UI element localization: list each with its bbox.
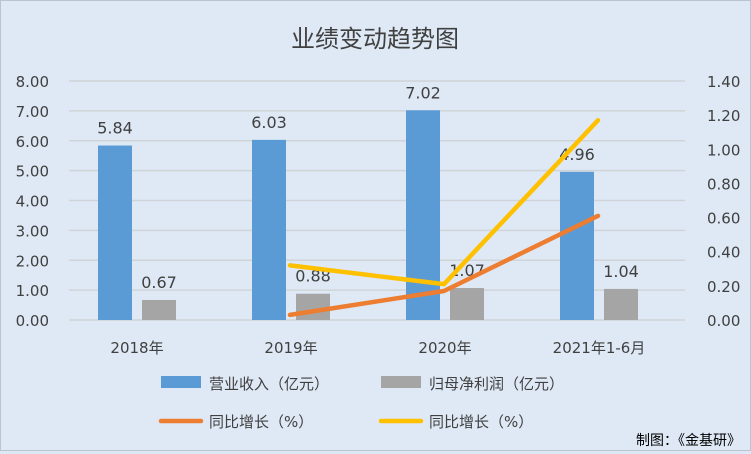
data-label: 6.03 — [251, 113, 287, 132]
left-axis-tick: 8.00 — [16, 73, 49, 91]
category-label: 2018年 — [110, 339, 163, 357]
data-label: 7.02 — [405, 83, 441, 102]
category-label: 2019年 — [264, 339, 317, 357]
category-label: 2021年1-6月 — [553, 339, 646, 357]
chart-title: 业绩变动趋势图 — [291, 25, 459, 53]
data-label: 1.04 — [603, 262, 639, 281]
legend-label: 营业收入（亿元） — [209, 375, 329, 393]
left-axis-tick: 3.00 — [16, 222, 49, 240]
growth-line-2 — [287, 118, 601, 287]
bar-revenue — [252, 139, 286, 320]
right-axis-tick: 0.40 — [707, 244, 740, 262]
right-axis-tick: 1.40 — [707, 73, 740, 91]
bar-net-profit — [296, 293, 330, 320]
bar-revenue — [560, 171, 594, 320]
right-axis-tick: 0.20 — [707, 278, 740, 296]
left-axis-tick: 2.00 — [16, 252, 49, 270]
legend-label: 同比增长（%） — [209, 413, 313, 431]
left-axis-tick: 7.00 — [16, 103, 49, 121]
left-axis-tick: 1.00 — [16, 282, 49, 300]
left-axis-tick: 0.00 — [16, 312, 49, 330]
data-label: 5.84 — [97, 119, 133, 138]
legend-swatch — [161, 376, 201, 388]
left-axis-tick: 4.00 — [16, 193, 49, 211]
growth-line-1 — [287, 213, 601, 318]
left-axis-tick: 5.00 — [16, 163, 49, 181]
right-axis-tick: 0.00 — [707, 312, 740, 330]
legend-label: 归母净利润（亿元） — [429, 375, 564, 393]
bar-revenue — [98, 145, 132, 320]
right-axis-tick: 1.20 — [707, 107, 740, 125]
legend-swatch — [381, 376, 421, 388]
bar-revenue — [406, 110, 440, 320]
right-axis-tick: 0.60 — [707, 210, 740, 228]
bar-net-profit — [604, 288, 638, 320]
left-axis-tick: 6.00 — [16, 133, 49, 151]
bar-net-profit — [142, 299, 176, 320]
data-label: 0.67 — [141, 273, 177, 292]
category-label: 2020年 — [418, 339, 471, 357]
legend-label: 同比增长（%） — [429, 413, 533, 431]
source-note: 制图：《金基研》 — [636, 432, 741, 449]
right-axis-tick: 1.00 — [707, 141, 740, 159]
bar-net-profit — [450, 288, 484, 320]
right-axis-tick: 0.80 — [707, 175, 740, 193]
